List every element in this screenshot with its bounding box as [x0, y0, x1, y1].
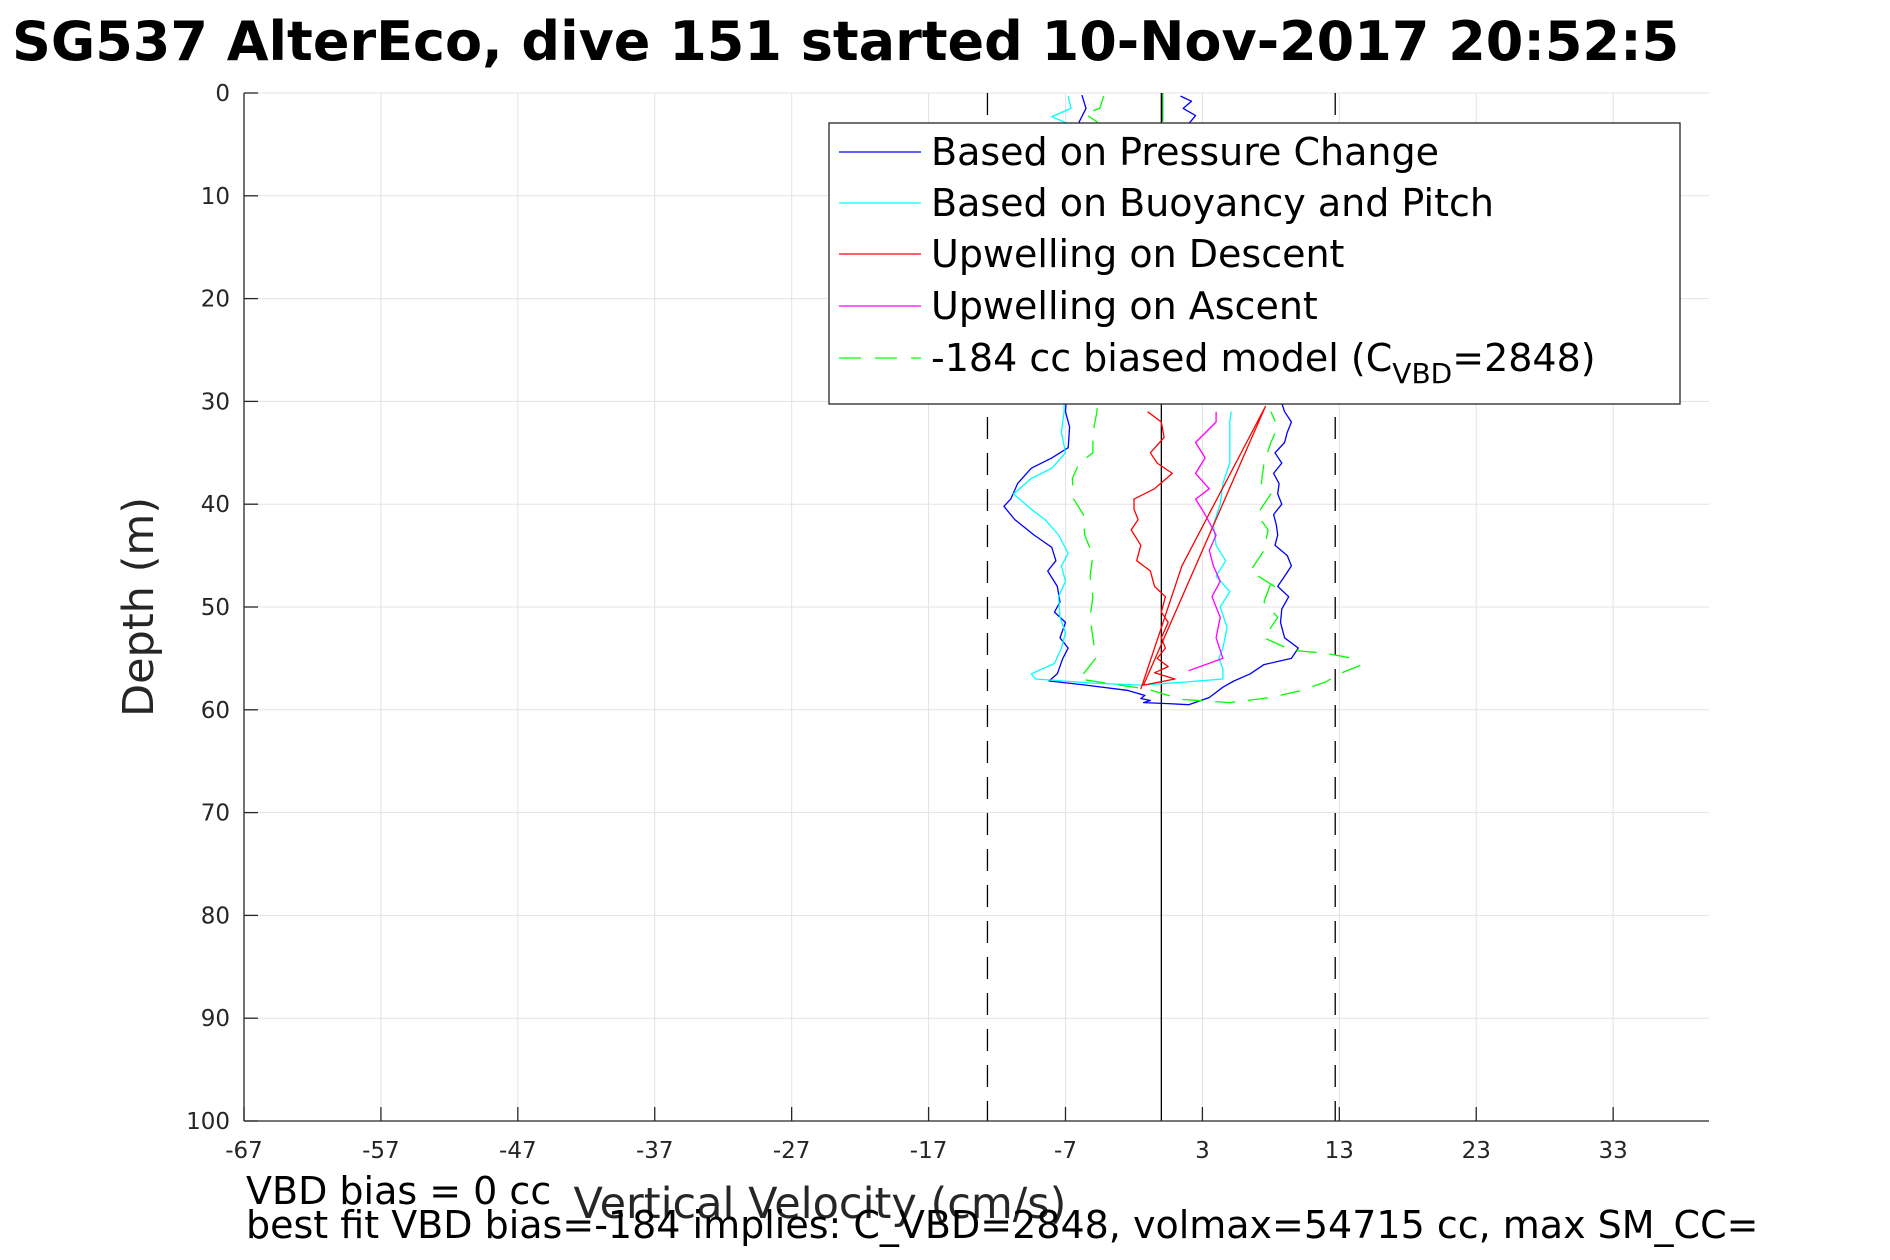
y-tick-label-10: 100 [186, 1109, 230, 1135]
chart-title: SG537 AlterEco, dive 151 started 10-Nov-… [12, 10, 1679, 73]
x-tick-label-1: -57 [362, 1138, 400, 1164]
vbd-bias-note: VBD bias = 0 cc [246, 1169, 551, 1213]
legend-label-pressure: Based on Pressure Change [931, 130, 1439, 174]
legend-label-model: -184 cc biased model (CVBD=2848) [931, 336, 1596, 390]
series-line-1 [1012, 95, 1232, 686]
y-tick-label-3: 30 [201, 389, 230, 415]
y-tick-label-6: 60 [201, 698, 230, 724]
y-tick-label-5: 50 [201, 595, 230, 621]
legend-label-buoyancy: Based on Buoyancy and Pitch [931, 181, 1494, 225]
legend-model-text-b: =2848) [1452, 336, 1595, 380]
y-tick-label-1: 10 [201, 184, 230, 210]
y-tick-label-2: 20 [201, 287, 230, 313]
legend-box [828, 122, 1681, 405]
y-tick-label-9: 90 [201, 1006, 230, 1032]
x-tick-label-5: -17 [910, 1138, 948, 1164]
x-tick-label-0: -67 [225, 1138, 263, 1164]
best-fit-note: best fit VBD bias=-184 implies: C_VBD=28… [246, 1203, 1758, 1247]
series-line-4 [1071, 95, 1361, 704]
x-tick-label-6: -7 [1054, 1138, 1077, 1164]
y-tick-label-4: 40 [201, 492, 230, 518]
legend: Based on Pressure Change Based on Buoyan… [828, 122, 1681, 405]
x-tick-labels: -67 -57 -47 -37 -27 -17 -7 3 13 23 33 [225, 1138, 1628, 1164]
y-tick-label-7: 70 [201, 801, 230, 827]
x-tick-label-10: 33 [1599, 1138, 1628, 1164]
x-tick-label-8: 13 [1325, 1138, 1354, 1164]
legend-label-ascent: Upwelling on Ascent [931, 284, 1318, 328]
x-axis-label: Vertical Velocity (cm/s) [574, 1179, 1067, 1229]
y-tick-label-8: 80 [201, 903, 230, 929]
x-tick-label-3: -37 [636, 1138, 674, 1164]
legend-model-subscript: VBD [1392, 357, 1452, 390]
legend-label-descent: Upwelling on Descent [931, 232, 1344, 276]
y-tick-label-0: 0 [215, 81, 230, 107]
x-tick-label-7: 3 [1195, 1138, 1210, 1164]
x-tick-label-2: -47 [499, 1138, 537, 1164]
series-line-2 [1130, 405, 1267, 690]
y-tick-labels: 0 10 20 30 40 50 60 70 80 90 100 [186, 81, 230, 1135]
series-line-3 [1188, 411, 1224, 672]
y-axis-label: Depth (m) [114, 497, 164, 717]
legend-model-text-a: -184 cc biased model (C [931, 336, 1392, 380]
x-tick-label-4: -27 [773, 1138, 811, 1164]
axis-lines [243, 92, 1709, 1122]
x-tick-label-9: 23 [1462, 1138, 1491, 1164]
series-group [1003, 93, 1361, 706]
